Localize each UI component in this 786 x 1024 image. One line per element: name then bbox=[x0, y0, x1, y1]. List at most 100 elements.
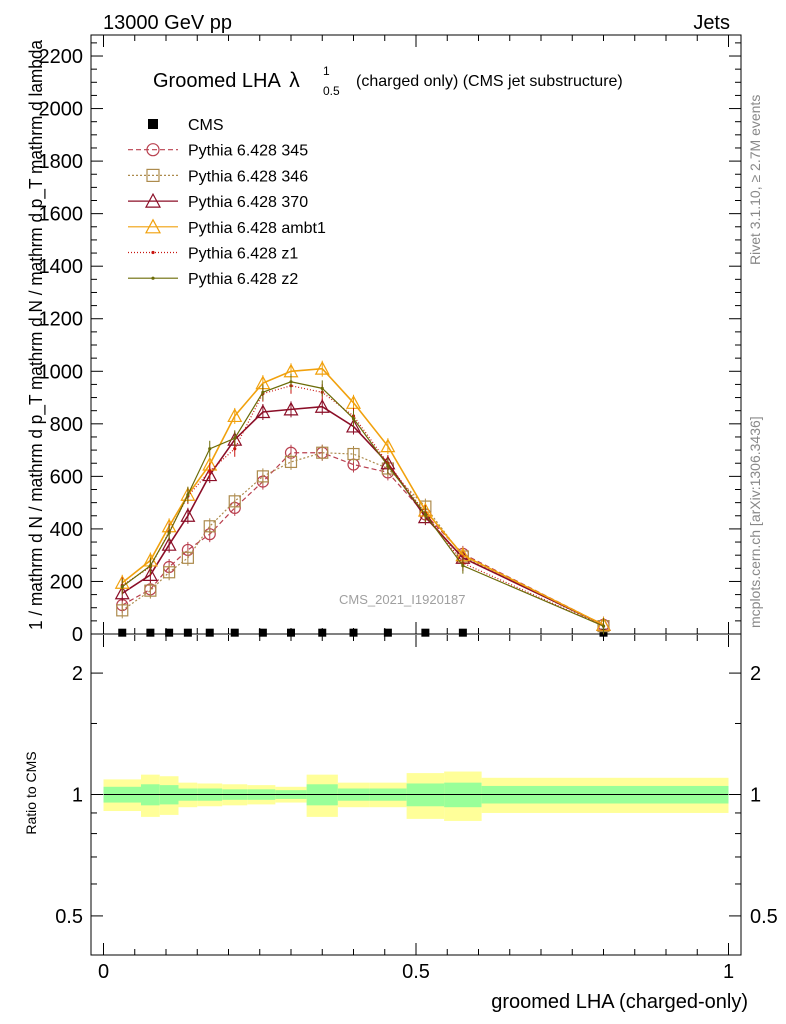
data-point bbox=[256, 470, 269, 483]
chart-title: Groomed LHA λ bbox=[153, 69, 300, 92]
data-point bbox=[148, 564, 152, 568]
data-point bbox=[208, 469, 212, 473]
data-point bbox=[601, 624, 606, 628]
data-point bbox=[349, 628, 358, 637]
data-point bbox=[351, 416, 356, 421]
data-point bbox=[255, 404, 271, 419]
chart-title-sub: 0.5 bbox=[323, 84, 340, 98]
ratio-tick-label: 0.5 bbox=[55, 906, 83, 928]
data-point bbox=[142, 567, 158, 581]
data-point bbox=[181, 551, 194, 564]
data-point bbox=[461, 564, 465, 568]
data-point bbox=[114, 585, 130, 600]
legend-label: Pythia 6.428 ambt1 bbox=[188, 220, 326, 237]
data-point bbox=[380, 438, 396, 453]
data-point bbox=[345, 418, 362, 433]
data-point bbox=[458, 628, 467, 637]
data-point bbox=[208, 447, 212, 451]
y-tick-label: 600 bbox=[50, 466, 83, 488]
mcplots-label: mcplots.cern.ch [arXiv:1306.3436] bbox=[747, 416, 763, 628]
y-axis-label: 1 / mathrm d N / mathrm d p_T mathrm d N… bbox=[26, 39, 47, 630]
data-point bbox=[118, 628, 127, 637]
data-point bbox=[421, 628, 430, 637]
series-line bbox=[121, 452, 604, 626]
axis-tick-labels: 0200400600800100012001400160018002000220… bbox=[39, 46, 778, 983]
data-point bbox=[205, 628, 214, 637]
ratio-tick-label-right: 2 bbox=[750, 663, 761, 685]
chart-title-suffix: (charged only) (CMS jet substructure) bbox=[356, 73, 623, 90]
series-line bbox=[121, 405, 604, 626]
legend-entry: Pythia 6.428 ambt1 bbox=[128, 218, 326, 237]
data-point bbox=[167, 531, 171, 535]
x-axis-label: groomed LHA (charged-only) bbox=[491, 991, 748, 1013]
data-point bbox=[202, 467, 218, 482]
data-point bbox=[423, 512, 427, 517]
legend-entry: Pythia 6.428 z1 bbox=[128, 246, 298, 263]
legend-label: CMS bbox=[188, 117, 224, 134]
data-point bbox=[180, 508, 196, 522]
data-point bbox=[230, 628, 239, 637]
series-layer bbox=[114, 360, 612, 637]
data-point bbox=[287, 628, 295, 637]
series-cms bbox=[118, 628, 608, 637]
ratio-tick-label: 2 bbox=[72, 663, 83, 685]
y-tick-label: 2000 bbox=[39, 99, 84, 121]
data-point bbox=[314, 360, 330, 375]
legend-entry: Pythia 6.428 346 bbox=[128, 168, 308, 185]
data-point bbox=[258, 628, 267, 637]
legend-marker bbox=[144, 192, 162, 208]
legend-marker bbox=[151, 276, 155, 280]
y-tick-label: 200 bbox=[50, 571, 83, 593]
data-point bbox=[316, 446, 329, 459]
legend-marker bbox=[151, 250, 155, 255]
y-tick-label: 1000 bbox=[39, 361, 84, 383]
chart-title-symbol: λ bbox=[289, 69, 300, 92]
data-point bbox=[163, 566, 176, 579]
header-left: 13000 GeV pp bbox=[103, 12, 232, 34]
ratio-uncertainty-bands bbox=[103, 771, 729, 821]
legend-label: Pythia 6.428 z1 bbox=[188, 246, 298, 263]
data-point bbox=[320, 386, 324, 390]
data-point bbox=[120, 585, 124, 589]
data-point bbox=[116, 604, 129, 617]
y-tick-label: 1200 bbox=[39, 309, 84, 331]
header-right: Jets bbox=[693, 12, 730, 34]
data-point bbox=[186, 493, 190, 497]
legend-entry: Pythia 6.428 z2 bbox=[128, 271, 298, 288]
x-tick-label: 0.5 bbox=[402, 961, 430, 983]
data-point bbox=[347, 447, 360, 461]
data-point bbox=[318, 628, 327, 637]
data-point bbox=[289, 380, 293, 384]
y-tick-label: 2200 bbox=[39, 46, 84, 68]
data-point bbox=[261, 390, 265, 394]
y-tick-label: 800 bbox=[50, 414, 83, 436]
legend-marker bbox=[146, 168, 160, 182]
legend-entry: Pythia 6.428 370 bbox=[128, 192, 308, 211]
legend-label: Pythia 6.428 z2 bbox=[188, 271, 298, 288]
x-tick-label: 0 bbox=[98, 961, 109, 983]
series-line bbox=[121, 385, 604, 627]
rivet-version-label: Rivet 3.1.10, ≥ 2.7M events bbox=[747, 95, 763, 265]
data-point bbox=[228, 495, 241, 508]
data-point bbox=[283, 401, 299, 416]
data-point bbox=[203, 520, 216, 533]
data-point bbox=[386, 464, 390, 468]
ratio-tick-label-right: 0.5 bbox=[750, 906, 778, 928]
data-point bbox=[161, 536, 177, 551]
data-point bbox=[383, 628, 392, 637]
legend-marker bbox=[144, 218, 162, 234]
y-tick-label: 1800 bbox=[39, 151, 84, 173]
y-tick-label: 1400 bbox=[39, 256, 84, 278]
legend-marker bbox=[148, 119, 158, 129]
data-point bbox=[144, 584, 157, 597]
legend-entry: Pythia 6.428 345 bbox=[128, 143, 308, 160]
series-line bbox=[121, 367, 604, 626]
y-tick-label: 1600 bbox=[39, 204, 84, 226]
ratio-y-axis-label: Ratio to CMS bbox=[23, 751, 39, 834]
y-tick-label: 0 bbox=[72, 624, 83, 646]
data-point bbox=[227, 408, 243, 423]
legend-label: Pythia 6.428 346 bbox=[188, 168, 308, 185]
legend-label: Pythia 6.428 345 bbox=[188, 143, 308, 160]
y-tick-label: 400 bbox=[50, 519, 83, 541]
data-point bbox=[183, 628, 192, 637]
